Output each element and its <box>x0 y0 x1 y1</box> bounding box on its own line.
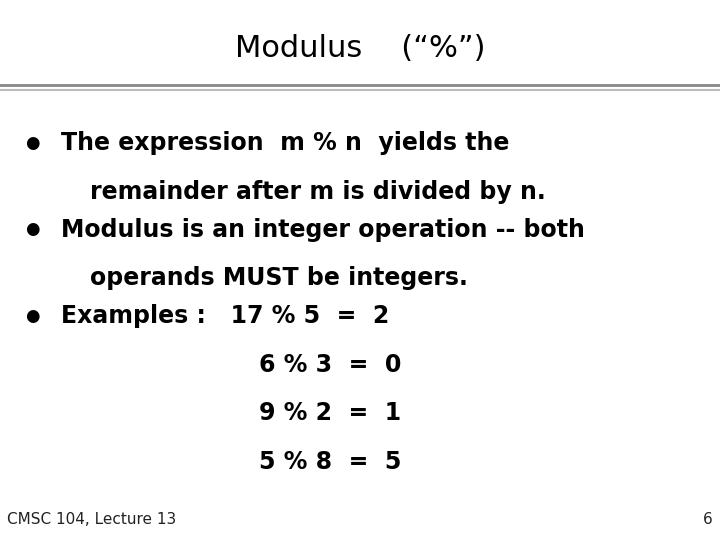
Text: Examples :   17 % 5  =  2: Examples : 17 % 5 = 2 <box>61 304 390 328</box>
Text: Modulus    (“%”): Modulus (“%”) <box>235 34 485 63</box>
Text: 9 % 2  =  1: 9 % 2 = 1 <box>259 401 401 425</box>
Text: CMSC 104, Lecture 13: CMSC 104, Lecture 13 <box>7 511 176 526</box>
Text: The expression  m % n  yields the: The expression m % n yields the <box>61 131 510 155</box>
Text: 5 % 8  =  5: 5 % 8 = 5 <box>259 450 402 474</box>
Text: 6: 6 <box>703 511 713 526</box>
Text: operands MUST be integers.: operands MUST be integers. <box>90 266 468 290</box>
Text: remainder after m is divided by n.: remainder after m is divided by n. <box>90 180 546 204</box>
Text: 6 % 3  =  0: 6 % 3 = 0 <box>259 353 402 376</box>
Text: ●: ● <box>25 220 40 239</box>
Text: ●: ● <box>25 134 40 152</box>
Text: ●: ● <box>25 307 40 325</box>
Text: Modulus is an integer operation -- both: Modulus is an integer operation -- both <box>61 218 585 241</box>
